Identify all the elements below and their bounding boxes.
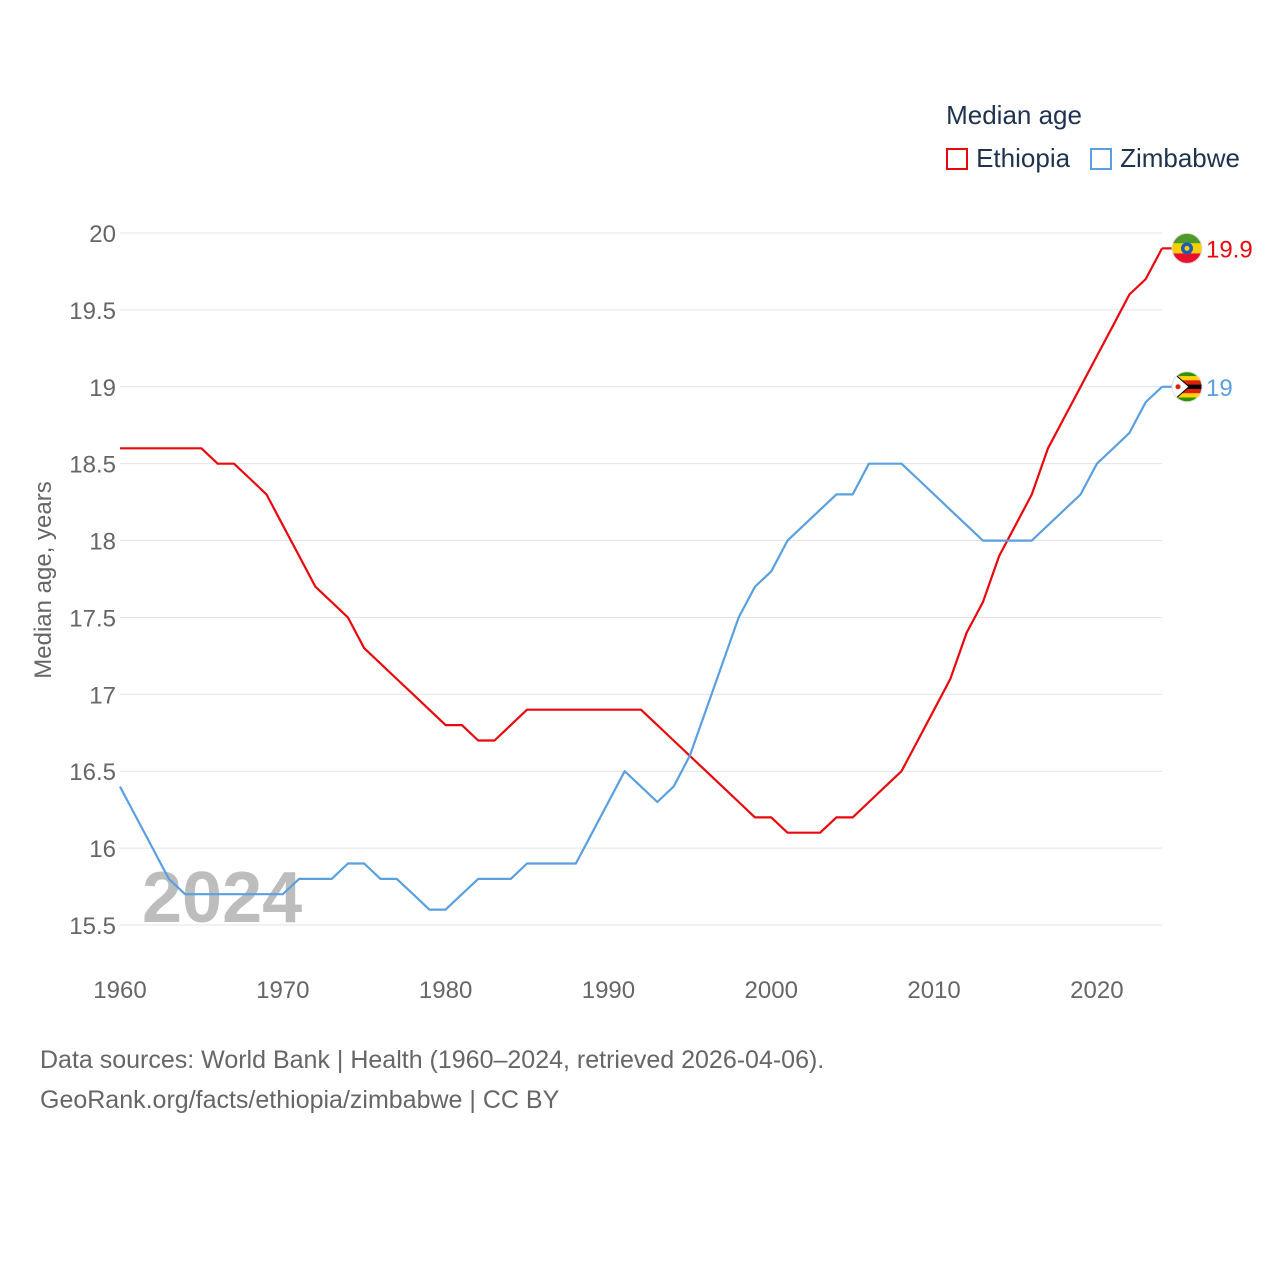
y-tick-label: 16 bbox=[89, 836, 116, 863]
legend-item-ethiopia[interactable]: Ethiopia bbox=[946, 143, 1070, 174]
legend: Median age Ethiopia Zimbabwe bbox=[946, 100, 1240, 174]
legend-title: Median age bbox=[946, 100, 1082, 130]
series-line-ethiopia bbox=[120, 247, 1163, 834]
series-endpoints: 19.9 19 bbox=[1162, 232, 1253, 403]
y-axis-label: Median age, years bbox=[30, 481, 57, 678]
sources-url[interactable]: GeoRank.org/facts/ethiopia/zimbabwe | CC… bbox=[40, 1086, 560, 1114]
data-sources: Data sources: World Bank | Health (1960–… bbox=[40, 1040, 824, 1120]
x-axis-ticks: 1960 1970 1980 1990 2000 2010 2020 bbox=[93, 977, 1123, 1004]
series-lines bbox=[119, 247, 1163, 911]
year-watermark: 2024 bbox=[142, 858, 302, 938]
y-tick-label: 18 bbox=[89, 529, 116, 556]
y-tick-label: 17.5 bbox=[69, 605, 116, 632]
sources-line: Data sources: World Bank | Health (1960–… bbox=[40, 1046, 825, 1074]
legend-label-ethiopia: Ethiopia bbox=[976, 143, 1071, 173]
zimbabwe-flag-icon bbox=[1171, 371, 1203, 403]
y-tick-label: 19 bbox=[89, 375, 116, 402]
end-value-label-ethiopia: 19.9 bbox=[1206, 236, 1253, 263]
x-tick-label: 2010 bbox=[907, 977, 960, 1004]
x-tick-label: 1990 bbox=[582, 977, 635, 1004]
legend-label-zimbabwe: Zimbabwe bbox=[1120, 143, 1240, 173]
y-tick-label: 16.5 bbox=[69, 759, 116, 786]
y-tick-label: 18.5 bbox=[69, 452, 116, 479]
legend-swatch-zimbabwe bbox=[1090, 147, 1113, 170]
end-value-label-zimbabwe: 19 bbox=[1206, 375, 1233, 402]
y-tick-label: 20 bbox=[89, 221, 116, 248]
grid bbox=[120, 232, 1162, 926]
x-tick-label: 1970 bbox=[256, 977, 309, 1004]
legend-item-zimbabwe[interactable]: Zimbabwe bbox=[1090, 143, 1240, 174]
y-tick-label: 15.5 bbox=[69, 913, 116, 940]
x-tick-label: 2020 bbox=[1070, 977, 1123, 1004]
x-tick-label: 1960 bbox=[93, 977, 146, 1004]
y-tick-label: 17 bbox=[89, 682, 116, 709]
x-tick-label: 1980 bbox=[419, 977, 472, 1004]
ethiopia-flag-icon bbox=[1171, 232, 1203, 264]
series-line-zimbabwe bbox=[119, 386, 1163, 911]
y-axis-ticks: 15.5 16 16.5 17 17.5 18 18.5 19 19.5 20 bbox=[69, 221, 116, 940]
x-tick-label: 2000 bbox=[745, 977, 798, 1004]
legend-swatch-ethiopia bbox=[946, 147, 969, 170]
y-tick-label: 19.5 bbox=[69, 298, 116, 325]
